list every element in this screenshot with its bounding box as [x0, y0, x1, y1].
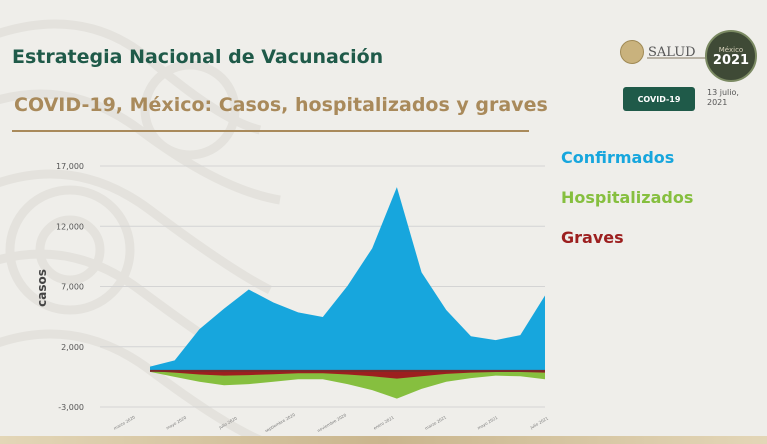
chart-subtitle: COVID-19, México: Casos, hospitalizados … [14, 94, 548, 116]
x-tick-label: septiembre 2020 [264, 412, 296, 432]
y-tick-label: 2,000 [61, 343, 84, 352]
x-tick-label: mayo 2021 [476, 415, 498, 431]
decorative-footer-strip [0, 436, 767, 444]
y-tick-label: 12,000 [56, 222, 84, 231]
x-tick-label: noviembre 2020 [316, 412, 347, 432]
badge-label: México [718, 45, 744, 54]
y-axis-label: casos [35, 269, 49, 307]
x-tick-label: julio 2021 [529, 415, 550, 430]
report-date-line1: 13 julio, [707, 88, 739, 97]
y-axis-ticks: -3,000 2,000 7,000 12,000 17,000 [56, 162, 84, 412]
x-tick-label: marzo 2020 [113, 414, 137, 431]
title-divider [12, 130, 529, 132]
legend-confirmados: Confirmados [561, 148, 675, 167]
salud-logo: SALUD [620, 40, 707, 64]
y-tick-label: -3,000 [58, 403, 84, 412]
series-area-hospitalizados [150, 370, 545, 399]
report-date-line2: 2021 [707, 98, 728, 107]
x-tick-label: mayo 2020 [165, 415, 187, 431]
y-tick-label: 7,000 [61, 283, 84, 292]
chart-series [150, 187, 545, 399]
x-axis-ticks: marzo 2020 mayo 2020 julio 2020 septiembre … [113, 412, 550, 432]
mexico-2021-badge: México 2021 [705, 30, 757, 82]
x-tick-label: julio 2020 [217, 415, 238, 430]
legend-graves: Graves [561, 228, 624, 247]
page-title: Estrategia Nacional de Vacunación [12, 46, 384, 68]
legend-hospitalizados: Hospitalizados [561, 188, 694, 207]
chart-legend: Confirmados Hospitalizados Graves [561, 148, 693, 268]
series-area-graves [150, 370, 545, 379]
badge-year: 2021 [712, 52, 750, 68]
salud-logo-underline [647, 57, 707, 59]
x-tick-label: marzo 2021 [424, 414, 448, 431]
background-ornament [0, 19, 281, 444]
mexico-seal-icon [620, 40, 644, 64]
series-area-confirmados [150, 187, 545, 371]
x-tick-label: enero 2021 [372, 415, 395, 431]
salud-logo-text: SALUD [648, 44, 696, 60]
y-tick-label: 17,000 [56, 162, 84, 171]
report-date: 13 julio, 2021 [707, 88, 739, 108]
covid-19-pill: COVID-19 [623, 87, 695, 111]
